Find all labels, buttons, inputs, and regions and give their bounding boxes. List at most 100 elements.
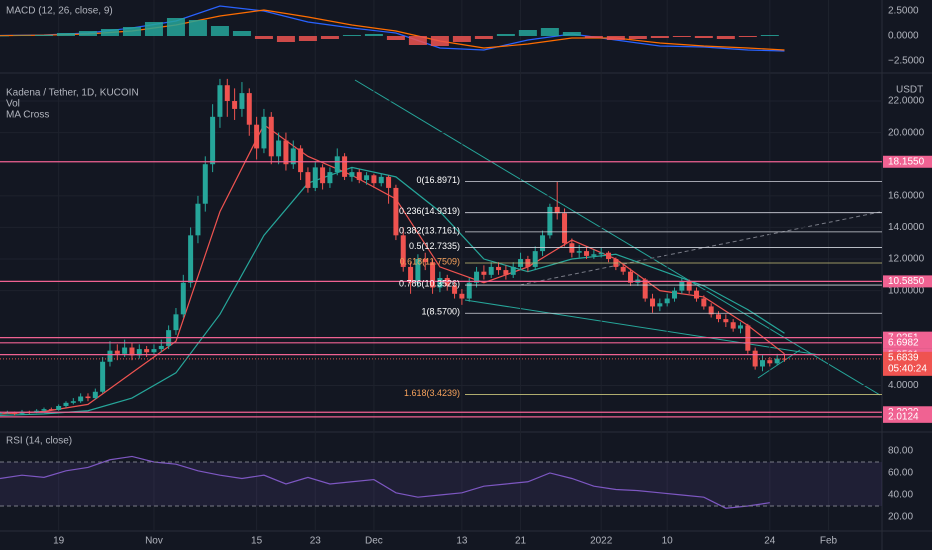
candle-body bbox=[759, 360, 765, 367]
candle-body bbox=[393, 187, 399, 236]
fib-label: 0.236(14.9319) bbox=[399, 206, 460, 216]
macd-bar bbox=[650, 36, 669, 38]
candle-body bbox=[239, 93, 245, 109]
candle-body bbox=[598, 252, 604, 255]
macd-bar bbox=[760, 35, 779, 36]
candle-body bbox=[481, 271, 487, 275]
macd-bar bbox=[738, 36, 757, 37]
candle-body bbox=[92, 391, 98, 399]
candle-body bbox=[730, 322, 736, 329]
indicator-label: MA Cross bbox=[6, 110, 49, 121]
candle-body bbox=[305, 172, 311, 188]
macd-bar bbox=[122, 27, 141, 36]
candle-body bbox=[642, 279, 648, 299]
candle-body bbox=[56, 405, 62, 410]
x-tick-label: 15 bbox=[251, 536, 263, 547]
x-tick-label: 21 bbox=[515, 536, 527, 547]
candle-body bbox=[415, 259, 421, 283]
macd-bar bbox=[628, 36, 647, 39]
candle-body bbox=[12, 412, 18, 414]
candle-body bbox=[378, 176, 384, 184]
macd-tick-label: −2.5000 bbox=[888, 56, 925, 67]
candle-body bbox=[430, 262, 436, 288]
candle-body bbox=[400, 235, 406, 267]
candle-body bbox=[298, 148, 304, 173]
candle-body bbox=[562, 213, 568, 244]
candle-body bbox=[686, 281, 692, 291]
candle-body bbox=[41, 409, 47, 411]
macd-bar bbox=[188, 20, 207, 36]
macd-bar bbox=[210, 26, 229, 36]
level-label: 10.5850 bbox=[888, 276, 925, 287]
x-tick-label: 24 bbox=[764, 536, 776, 547]
macd-bar bbox=[386, 36, 405, 40]
candle-body bbox=[569, 243, 575, 253]
macd-bar bbox=[584, 36, 603, 38]
candle-body bbox=[701, 298, 707, 307]
macd-bar bbox=[606, 36, 625, 40]
candle-body bbox=[210, 116, 216, 165]
fib-label: 1.618(3.4239) bbox=[404, 388, 460, 398]
y-tick-label: 20.0000 bbox=[888, 127, 925, 138]
candle-body bbox=[496, 266, 502, 271]
candle-body bbox=[100, 361, 106, 392]
rsi-tick-label: 20.00 bbox=[888, 512, 913, 523]
macd-bar bbox=[408, 36, 427, 45]
macd-bar bbox=[496, 34, 515, 36]
candle-body bbox=[576, 251, 582, 253]
currency-label: USDT bbox=[896, 85, 923, 96]
rsi-tick-label: 80.00 bbox=[888, 446, 913, 457]
macd-bar bbox=[342, 35, 361, 36]
candle-body bbox=[723, 319, 729, 323]
candle-body bbox=[591, 254, 597, 256]
countdown-label: 05:40:24 bbox=[888, 363, 927, 374]
candle-body bbox=[708, 306, 714, 315]
macd-title: MACD (12, 26, close, 9) bbox=[6, 6, 113, 17]
macd-bar bbox=[56, 33, 75, 36]
fib-label: 0.786(10.3526) bbox=[399, 278, 460, 288]
candle-body bbox=[628, 271, 634, 283]
macd-bar bbox=[232, 31, 251, 36]
candle-body bbox=[195, 203, 201, 236]
candle-body bbox=[371, 175, 377, 184]
macd-bar bbox=[540, 28, 559, 36]
macd-bar bbox=[254, 36, 273, 39]
candle-body bbox=[737, 325, 743, 329]
candle-body bbox=[224, 85, 230, 102]
x-tick-label: Dec bbox=[365, 536, 383, 547]
x-tick-label: 19 bbox=[53, 536, 65, 547]
indicator-label: Vol bbox=[6, 99, 20, 110]
macd-bar bbox=[716, 36, 735, 39]
candle-body bbox=[422, 259, 428, 263]
candle-body bbox=[188, 235, 194, 283]
candle-body bbox=[584, 251, 590, 256]
rsi-tick-label: 60.00 bbox=[888, 468, 913, 479]
x-tick-label: Feb bbox=[820, 536, 838, 547]
macd-bar bbox=[166, 18, 185, 36]
candle-body bbox=[459, 293, 465, 299]
macd-bar bbox=[100, 29, 119, 36]
rsi-band bbox=[0, 461, 882, 507]
macd-bar bbox=[518, 30, 537, 36]
candle-body bbox=[510, 266, 516, 275]
candle-body bbox=[327, 172, 333, 184]
macd-bar bbox=[672, 36, 691, 37]
candle-body bbox=[716, 314, 722, 320]
candle-body bbox=[408, 266, 414, 283]
candle-body bbox=[364, 175, 370, 181]
macd-bar bbox=[694, 36, 713, 38]
candle-body bbox=[554, 206, 560, 214]
y-tick-label: 12.0000 bbox=[888, 254, 925, 265]
candle-body bbox=[158, 345, 164, 350]
candle-body bbox=[474, 271, 480, 283]
candle-body bbox=[276, 140, 282, 157]
macd-bar bbox=[0, 35, 9, 37]
candle-body bbox=[180, 282, 186, 315]
macd-bar bbox=[34, 35, 53, 36]
macd-bar bbox=[562, 32, 581, 36]
candle-body bbox=[767, 360, 773, 364]
candle-body bbox=[650, 298, 656, 307]
x-tick-label: 13 bbox=[456, 536, 468, 547]
candle-body bbox=[136, 349, 142, 356]
